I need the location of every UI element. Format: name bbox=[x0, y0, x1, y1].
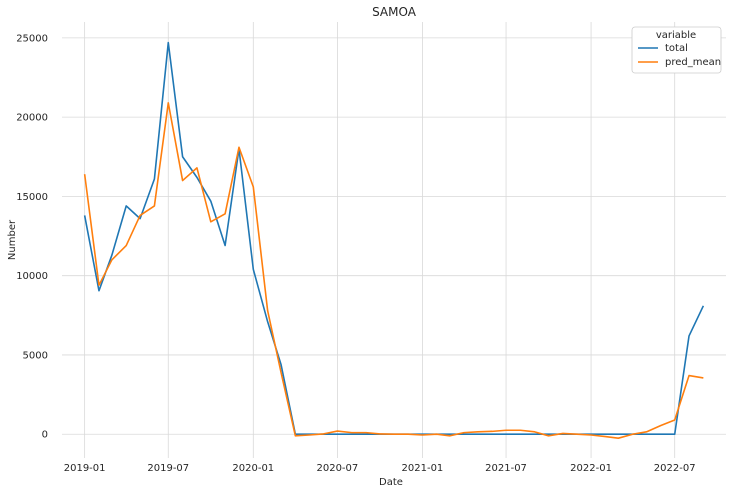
series-lines bbox=[83, 41, 705, 439]
y-tick-label: 5000 bbox=[23, 350, 48, 361]
tick-labels: 0 5000 10000 15000 20000 25000 2019-01 2019-07 2… bbox=[16, 33, 695, 474]
y-tick-label: 25000 bbox=[16, 33, 48, 44]
x-tick-label: 2019-07 bbox=[147, 463, 189, 474]
y-tick-label: 20000 bbox=[16, 113, 48, 124]
x-tick-label: 2019-01 bbox=[64, 463, 106, 474]
x-tick-label: 2021-07 bbox=[485, 463, 527, 474]
x-tick-label: 2020-07 bbox=[316, 463, 358, 474]
legend-title: variable bbox=[656, 30, 696, 41]
series-line-pred-mean bbox=[83, 102, 704, 439]
grid-lines bbox=[62, 22, 726, 458]
chart-title: SAMOA bbox=[372, 5, 417, 19]
legend-label-total: total bbox=[665, 43, 688, 54]
legend: variable total pred_mean bbox=[631, 26, 722, 74]
x-tick-label: 2022-01 bbox=[570, 463, 612, 474]
y-axis-label: Number bbox=[7, 219, 18, 260]
plot-area bbox=[62, 22, 726, 458]
y-tick-label: 10000 bbox=[16, 271, 48, 282]
y-tick-label: 15000 bbox=[16, 192, 48, 203]
x-axis-label: Date bbox=[379, 477, 403, 488]
y-tick-label: 0 bbox=[42, 430, 48, 441]
x-tick-label: 2020-01 bbox=[232, 463, 274, 474]
legend-label-pred-mean: pred_mean bbox=[665, 57, 721, 68]
x-tick-label: 2022-07 bbox=[654, 463, 696, 474]
x-tick-label: 2021-01 bbox=[402, 463, 444, 474]
